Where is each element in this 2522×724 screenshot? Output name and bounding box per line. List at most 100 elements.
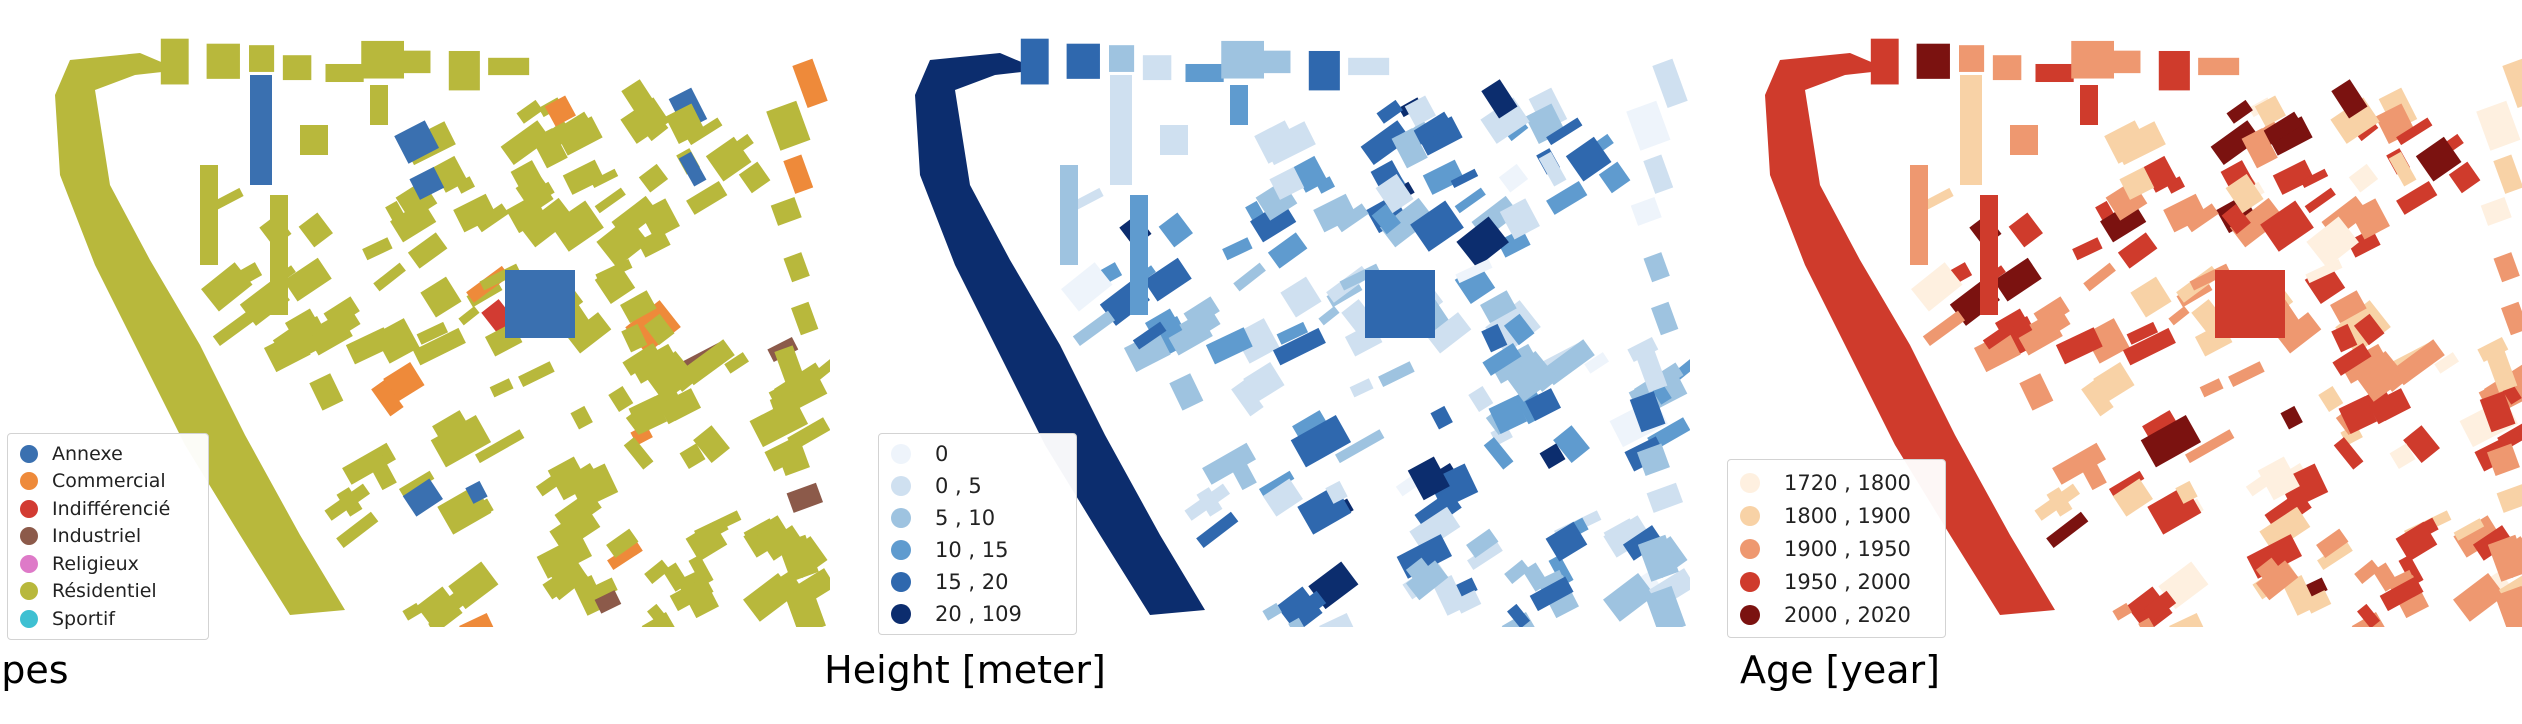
building-footprint: [1529, 576, 1574, 612]
building-footprint: [1630, 197, 1662, 226]
building-footprint: [1061, 262, 1113, 312]
building-footprint: [2487, 443, 2520, 476]
building-footprint: [2484, 345, 2518, 393]
building-footprint: [531, 127, 568, 169]
building-footprint: [2108, 470, 2145, 497]
legend-item: 0 , 5: [891, 470, 1064, 502]
legend-label: 1800 , 1900: [1784, 503, 1911, 528]
building-footprint: [2010, 125, 2038, 155]
building-footprint: [459, 612, 497, 627]
building-footprint: [2331, 79, 2368, 119]
building-footprint: [2083, 318, 2130, 364]
building-footprint: [2379, 576, 2424, 612]
building-footprint: [455, 176, 476, 194]
building-footprint: [249, 45, 275, 72]
building-footprint: [606, 528, 639, 559]
building-footprint: [1110, 75, 1132, 185]
building-footprint: [2330, 97, 2380, 144]
building-footprint: [1519, 351, 1559, 392]
building-footprint: [1497, 228, 1531, 258]
building-footprint: [1160, 125, 1188, 155]
building-footprint: [1522, 562, 1549, 592]
building-footprint: [1480, 97, 1530, 144]
building-footprint: [1407, 456, 1450, 501]
building-footprint: [1412, 111, 1453, 145]
building-footprint: [2434, 352, 2460, 374]
building-footprint: [1142, 55, 1172, 81]
building-footprint: [1410, 200, 1464, 252]
building-footprint: [2215, 270, 2285, 338]
building-footprint: [1426, 312, 1472, 354]
building-footprint: [1184, 483, 1231, 521]
building-footprint: [777, 443, 810, 476]
legend-swatch: [20, 472, 38, 491]
building-footprint: [2448, 161, 2481, 194]
building-footprint: [371, 379, 404, 417]
building-footprint: [412, 327, 466, 366]
building-footprint: [2304, 187, 2336, 214]
building-footprint: [2122, 327, 2176, 366]
building-footprint: [777, 534, 819, 582]
legend-swatch: [20, 499, 38, 518]
building-footprint: [2229, 197, 2284, 248]
building-footprint: [1455, 259, 1493, 284]
types-legend: Annexe Commercial Indifférencié Industri…: [7, 433, 209, 640]
building-footprint: [2453, 573, 2505, 622]
building-footprint: [2348, 163, 2379, 193]
building-footprint: [283, 257, 332, 302]
building-footprint: [361, 40, 405, 79]
building-footprint: [1525, 388, 1562, 421]
legend-item: 10 , 15: [891, 534, 1064, 566]
building-footprint: [1227, 454, 1257, 491]
age-map[interactable]: [1710, 15, 2522, 627]
building-footprint: [639, 198, 680, 240]
building-footprint: [250, 75, 272, 185]
building-footprint: [1020, 38, 1049, 85]
building-footprint: [2119, 166, 2155, 200]
building-footprint: [2396, 117, 2433, 146]
building-footprint: [2111, 50, 2141, 74]
building-footprint: [398, 470, 435, 497]
building-footprint: [407, 232, 448, 269]
building-footprint: [1371, 204, 1401, 235]
building-footprint: [1158, 212, 1193, 248]
building-footprint: [1652, 58, 1688, 109]
building-footprint: [1165, 313, 1213, 356]
building-footprint: [2340, 343, 2389, 384]
building-footprint: [1992, 55, 2022, 81]
building-footprint: [1315, 176, 1336, 194]
legend-swatch: [891, 476, 911, 496]
building-footprint: [766, 100, 811, 151]
building-footprint: [784, 585, 826, 627]
building-footprint: [774, 345, 808, 393]
legend-label: Résidentiel: [52, 580, 157, 603]
building-footprint: [1430, 405, 1453, 430]
height-map[interactable]: [860, 15, 1690, 627]
building-footprint: [402, 478, 443, 517]
types-map[interactable]: [0, 15, 830, 627]
building-footprint: [643, 313, 675, 346]
building-footprint: [1130, 195, 1148, 315]
building-footprint: [1254, 120, 1300, 164]
building-footprint: [1456, 216, 1509, 268]
building-footprint: [2494, 585, 2522, 627]
legend-label: Commercial: [52, 470, 166, 493]
legend-swatch: [1740, 538, 1760, 559]
building-footprint: [769, 391, 806, 433]
building-footprint: [206, 43, 240, 79]
legend-item: Annexe: [20, 440, 196, 468]
building-footprint: [1319, 612, 1357, 627]
building-footprint: [783, 154, 814, 194]
building-footprint: [1598, 161, 1631, 194]
legend-swatch: [20, 444, 38, 463]
building-footprint: [2034, 483, 2081, 521]
building-footprint: [1454, 187, 1486, 214]
building-footprint: [2112, 602, 2132, 621]
building-footprint: [1482, 343, 1522, 376]
building-footprint: [2395, 521, 2438, 562]
building-footprint: [2375, 388, 2412, 421]
building-footprint: [2398, 554, 2424, 587]
building-footprint: [305, 313, 353, 356]
building-footprint: [2476, 100, 2521, 151]
building-footprint: [783, 252, 810, 283]
